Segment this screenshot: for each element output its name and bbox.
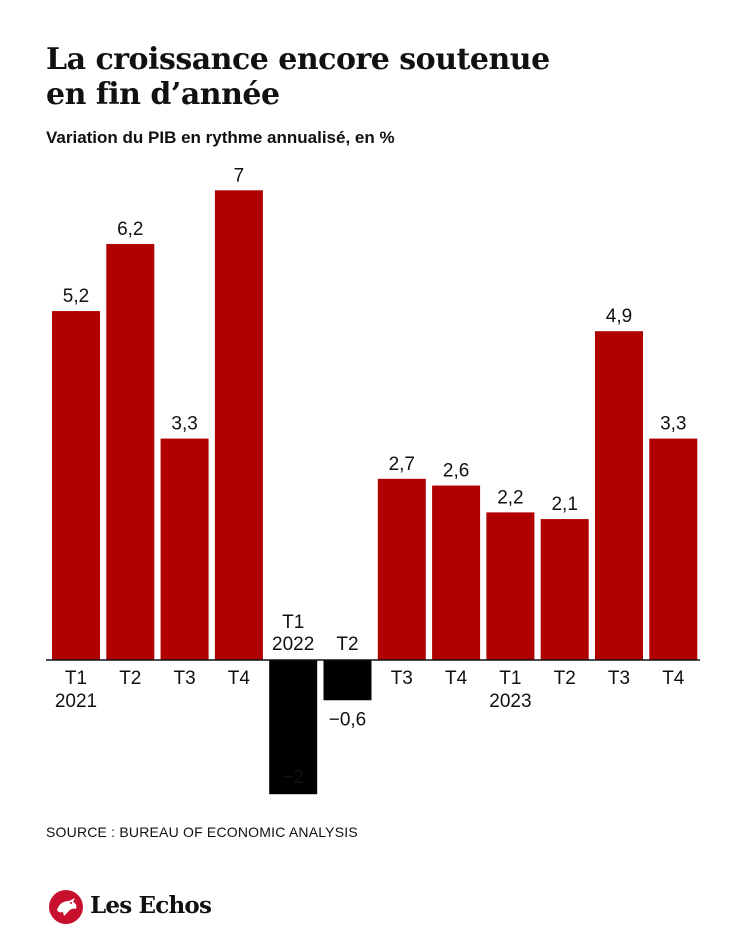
bar: [595, 331, 643, 660]
data-label: 5,2: [63, 286, 89, 307]
data-label: 3,3: [660, 414, 686, 435]
x-tick-label: T4: [445, 668, 468, 689]
source-note: SOURCE : BUREAU OF ECONOMIC ANALYSIS: [46, 824, 358, 840]
x-tick-year-label: 2022: [272, 634, 314, 655]
data-label: 2,1: [551, 494, 577, 515]
chart-subtitle: Variation du PIB en rythme annualisé, en…: [46, 128, 395, 147]
bar-chart: 5,2T120216,2T23,3T37T4−2T12022−0,6T22,7T…: [46, 165, 700, 795]
bar: [323, 660, 372, 701]
x-tick-label: T1: [499, 668, 521, 689]
bar: [649, 438, 698, 660]
x-tick-label: T4: [228, 668, 251, 689]
x-tick-year-label: 2021: [55, 691, 97, 712]
x-tick-label: T3: [391, 668, 413, 689]
x-tick-label: T2: [119, 668, 141, 689]
x-tick-label: T3: [174, 668, 196, 689]
bar: [540, 519, 589, 660]
les-echos-rooster-icon: [49, 890, 83, 924]
data-label: 7: [234, 165, 245, 186]
data-label: −2: [282, 767, 304, 788]
data-label: 4,9: [606, 306, 632, 327]
x-tick-label: T4: [662, 668, 685, 689]
data-label: −0,6: [329, 709, 367, 730]
x-tick-label: T2: [336, 634, 358, 655]
brand-name: Les Echos: [90, 892, 212, 919]
bar: [160, 438, 209, 660]
x-tick-label: T3: [608, 668, 630, 689]
bar: [432, 485, 481, 660]
bar: [486, 512, 535, 660]
chart-title-line-2: en fin d’année: [46, 77, 280, 112]
data-label: 3,3: [171, 414, 197, 435]
bar: [106, 243, 155, 661]
chart-title: La croissance encore soutenue en fin d’a…: [46, 42, 686, 112]
data-label: 6,2: [117, 219, 143, 240]
x-tick-label: T1: [65, 668, 87, 689]
data-label: 2,7: [389, 454, 415, 475]
bar: [214, 190, 263, 661]
x-tick-label: T1: [282, 612, 304, 633]
bar: [377, 478, 426, 660]
bar: [269, 660, 318, 795]
data-label: 2,2: [497, 487, 523, 508]
x-tick-year-label: 2023: [489, 691, 531, 712]
bar: [52, 311, 100, 660]
data-label: 2,6: [443, 461, 469, 482]
chart-title-line-1: La croissance encore soutenue: [46, 42, 550, 77]
x-tick-label: T2: [554, 668, 576, 689]
